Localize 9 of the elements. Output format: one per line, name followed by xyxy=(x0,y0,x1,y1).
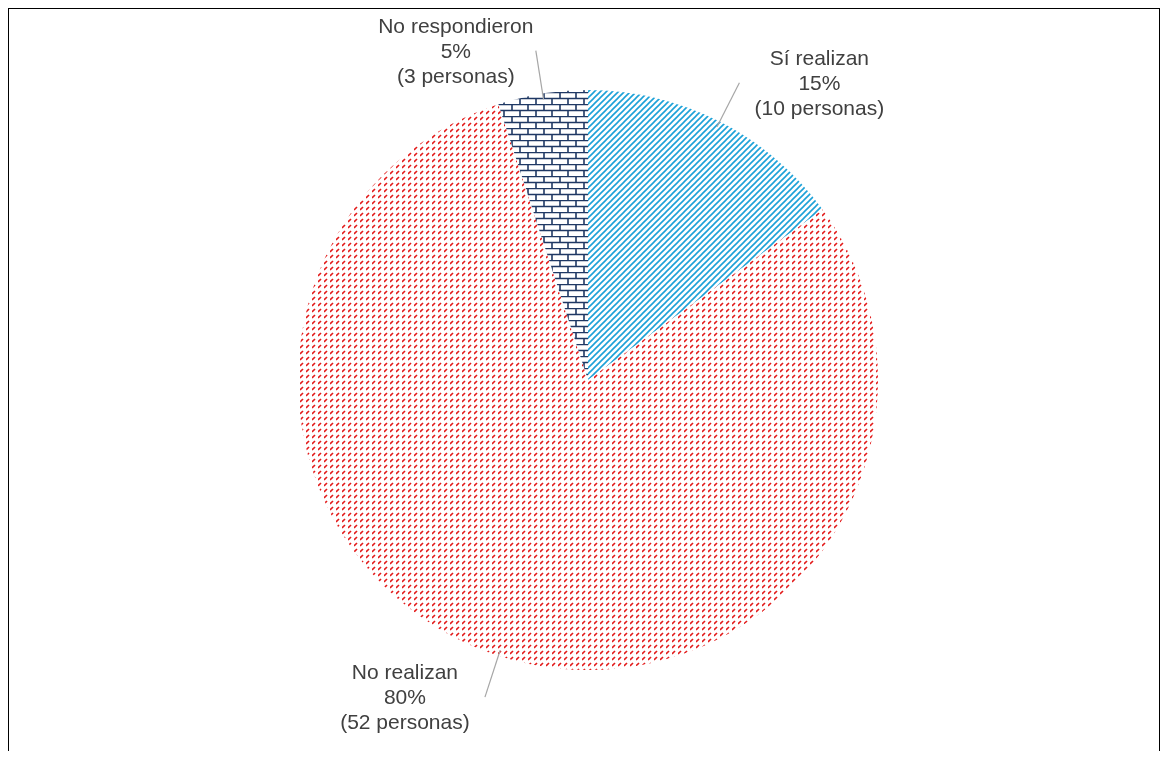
data-label: 80% xyxy=(383,685,426,709)
text: (10 personas) xyxy=(754,95,885,119)
slice-label: No realizan xyxy=(351,660,459,684)
slice-label: Sí realizan xyxy=(769,45,870,69)
data-label: 5% xyxy=(440,38,472,62)
slice-label: No respondieron xyxy=(378,13,534,37)
text: (3 personas) xyxy=(396,63,515,87)
data-label: 15% xyxy=(798,70,841,94)
text: (52 personas) xyxy=(340,710,470,734)
